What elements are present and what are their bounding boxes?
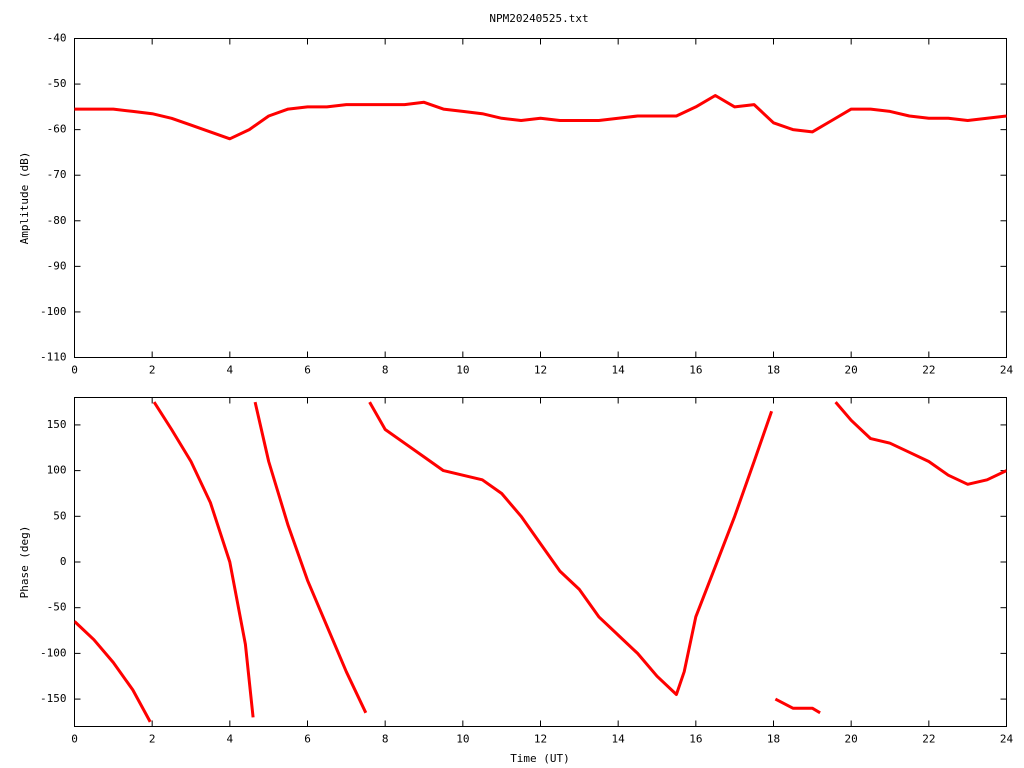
x-tick-label: 24 [1000, 733, 1014, 746]
y-tick-label: -40 [47, 32, 67, 45]
y-tick-label: -80 [47, 214, 67, 227]
y-tick-label: -60 [47, 123, 67, 136]
y-tick-label: -70 [47, 168, 67, 181]
data-line [74, 401, 1007, 723]
y-tick-label: -150 [40, 692, 67, 705]
x-tick-label: 12 [534, 733, 547, 746]
chart-title: NPM20240525.txt [489, 12, 588, 25]
y-tick-label: -90 [47, 259, 67, 272]
x-tick-label: 6 [304, 364, 311, 377]
y-tick-label: -110 [40, 351, 67, 364]
y-tick-label: 150 [47, 418, 67, 431]
x-tick-label: 6 [304, 733, 311, 746]
x-tick-label: 10 [456, 733, 469, 746]
x-tick-label: 20 [845, 733, 858, 746]
x-tick-label: 8 [382, 733, 389, 746]
y-tick-label: 50 [53, 509, 66, 522]
y-tick-label: -100 [40, 305, 67, 318]
y-tick-label: 100 [47, 464, 67, 477]
x-tick-label: 0 [71, 364, 78, 377]
y-tick-label: -50 [47, 601, 67, 614]
x-tick-label: 14 [612, 733, 626, 746]
x-tick-label: 22 [922, 364, 935, 377]
x-tick-label: 18 [767, 364, 780, 377]
plot-frame [74, 38, 1007, 358]
y-axis-label: Phase (deg) [18, 526, 31, 599]
y-tick-label: 0 [60, 555, 67, 568]
y-tick-label: -50 [47, 77, 67, 90]
x-tick-label: 24 [1000, 364, 1014, 377]
y-axis-label: Amplitude (dB) [18, 152, 31, 245]
y-tick-label: -100 [40, 646, 67, 659]
x-tick-label: 12 [534, 364, 547, 377]
x-tick-label: 16 [689, 733, 702, 746]
x-tick-label: 18 [767, 733, 780, 746]
x-tick-label: 4 [227, 733, 234, 746]
x-tick-label: 20 [845, 364, 858, 377]
x-tick-label: 4 [227, 364, 234, 377]
x-tick-label: 8 [382, 364, 389, 377]
plot-frame [74, 397, 1007, 727]
x-tick-label: 14 [612, 364, 626, 377]
x-tick-label: 16 [689, 364, 702, 377]
data-line [74, 94, 1007, 141]
x-tick-label: 10 [456, 364, 469, 377]
x-axis-label: Time (UT) [510, 752, 570, 765]
x-tick-label: 22 [922, 733, 935, 746]
x-tick-label: 2 [149, 364, 156, 377]
x-tick-label: 0 [71, 733, 78, 746]
x-tick-label: 2 [149, 733, 156, 746]
